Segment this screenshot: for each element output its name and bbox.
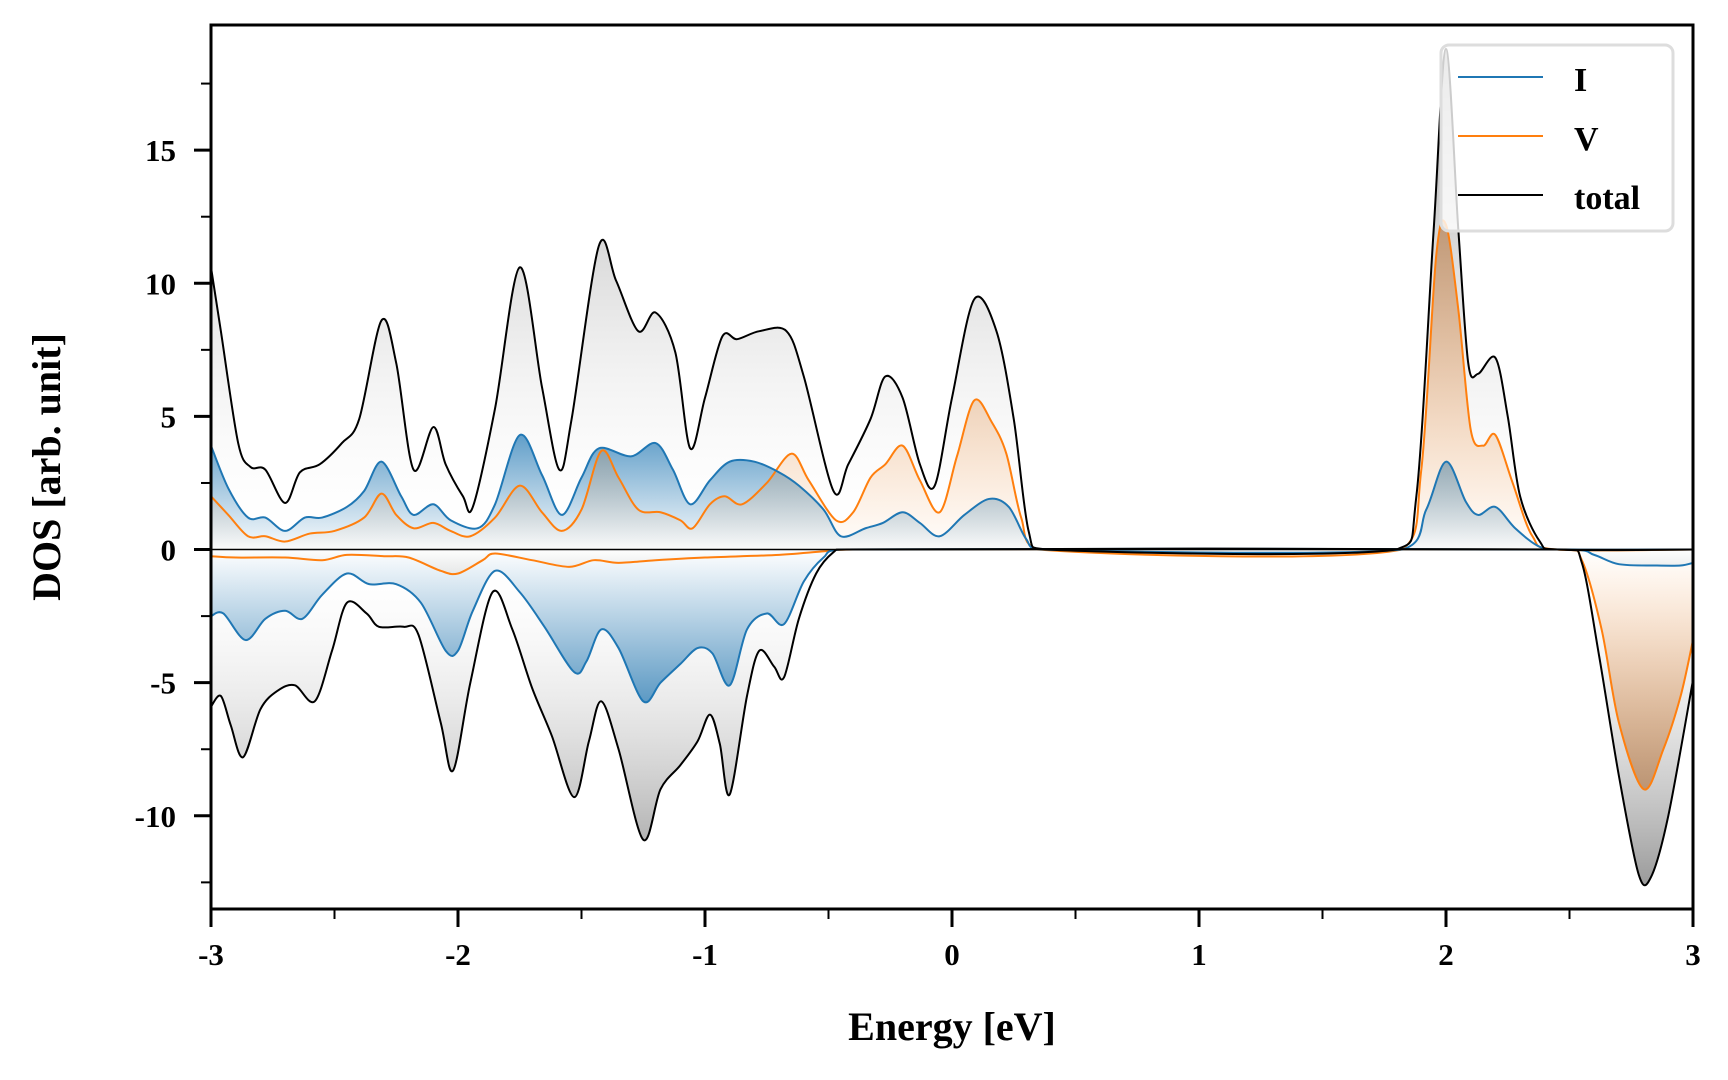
x-tick-label: -1	[692, 937, 718, 972]
line-I-up	[211, 433, 1693, 554]
x-axis-ticks: -3 -2 -1 0 1 2 3	[198, 909, 1701, 972]
x-tick-label: -3	[198, 937, 224, 972]
y-tick-label: 15	[145, 133, 176, 168]
line-V-up	[211, 219, 1693, 558]
y-tick-label: 5	[161, 399, 177, 434]
area-fills	[211, 48, 1693, 886]
legend-label-V: V	[1574, 121, 1599, 158]
plot-frame	[209, 23, 1695, 911]
area-total-up	[211, 48, 1693, 555]
x-axis-label: Energy [eV]	[848, 1004, 1056, 1049]
y-tick-label: -10	[135, 799, 176, 834]
x-tick-label: 0	[944, 937, 960, 972]
y-tick-label: 10	[145, 266, 176, 301]
legend-label-total: total	[1574, 180, 1640, 217]
x-tick-label: -2	[445, 937, 471, 972]
y-tick-label: 0	[161, 533, 177, 568]
legend-frame	[1439, 43, 1675, 233]
series-lines	[211, 47, 1693, 887]
y-axis-ticks: -10 -5 0 5 10 15	[135, 82, 211, 884]
area-V-up	[211, 220, 1693, 557]
x-tick-label: 1	[1191, 937, 1207, 972]
y-tick-label: -5	[150, 666, 176, 701]
x-tick-label: 2	[1438, 937, 1454, 972]
x-tick-label: 3	[1685, 937, 1701, 972]
y-axis-label: DOS [arb. unit]	[24, 333, 69, 601]
line-V-down	[211, 547, 1693, 791]
area-I-down	[211, 548, 1693, 703]
legend: I V total	[1439, 43, 1675, 233]
legend-label-I: I	[1574, 62, 1587, 99]
